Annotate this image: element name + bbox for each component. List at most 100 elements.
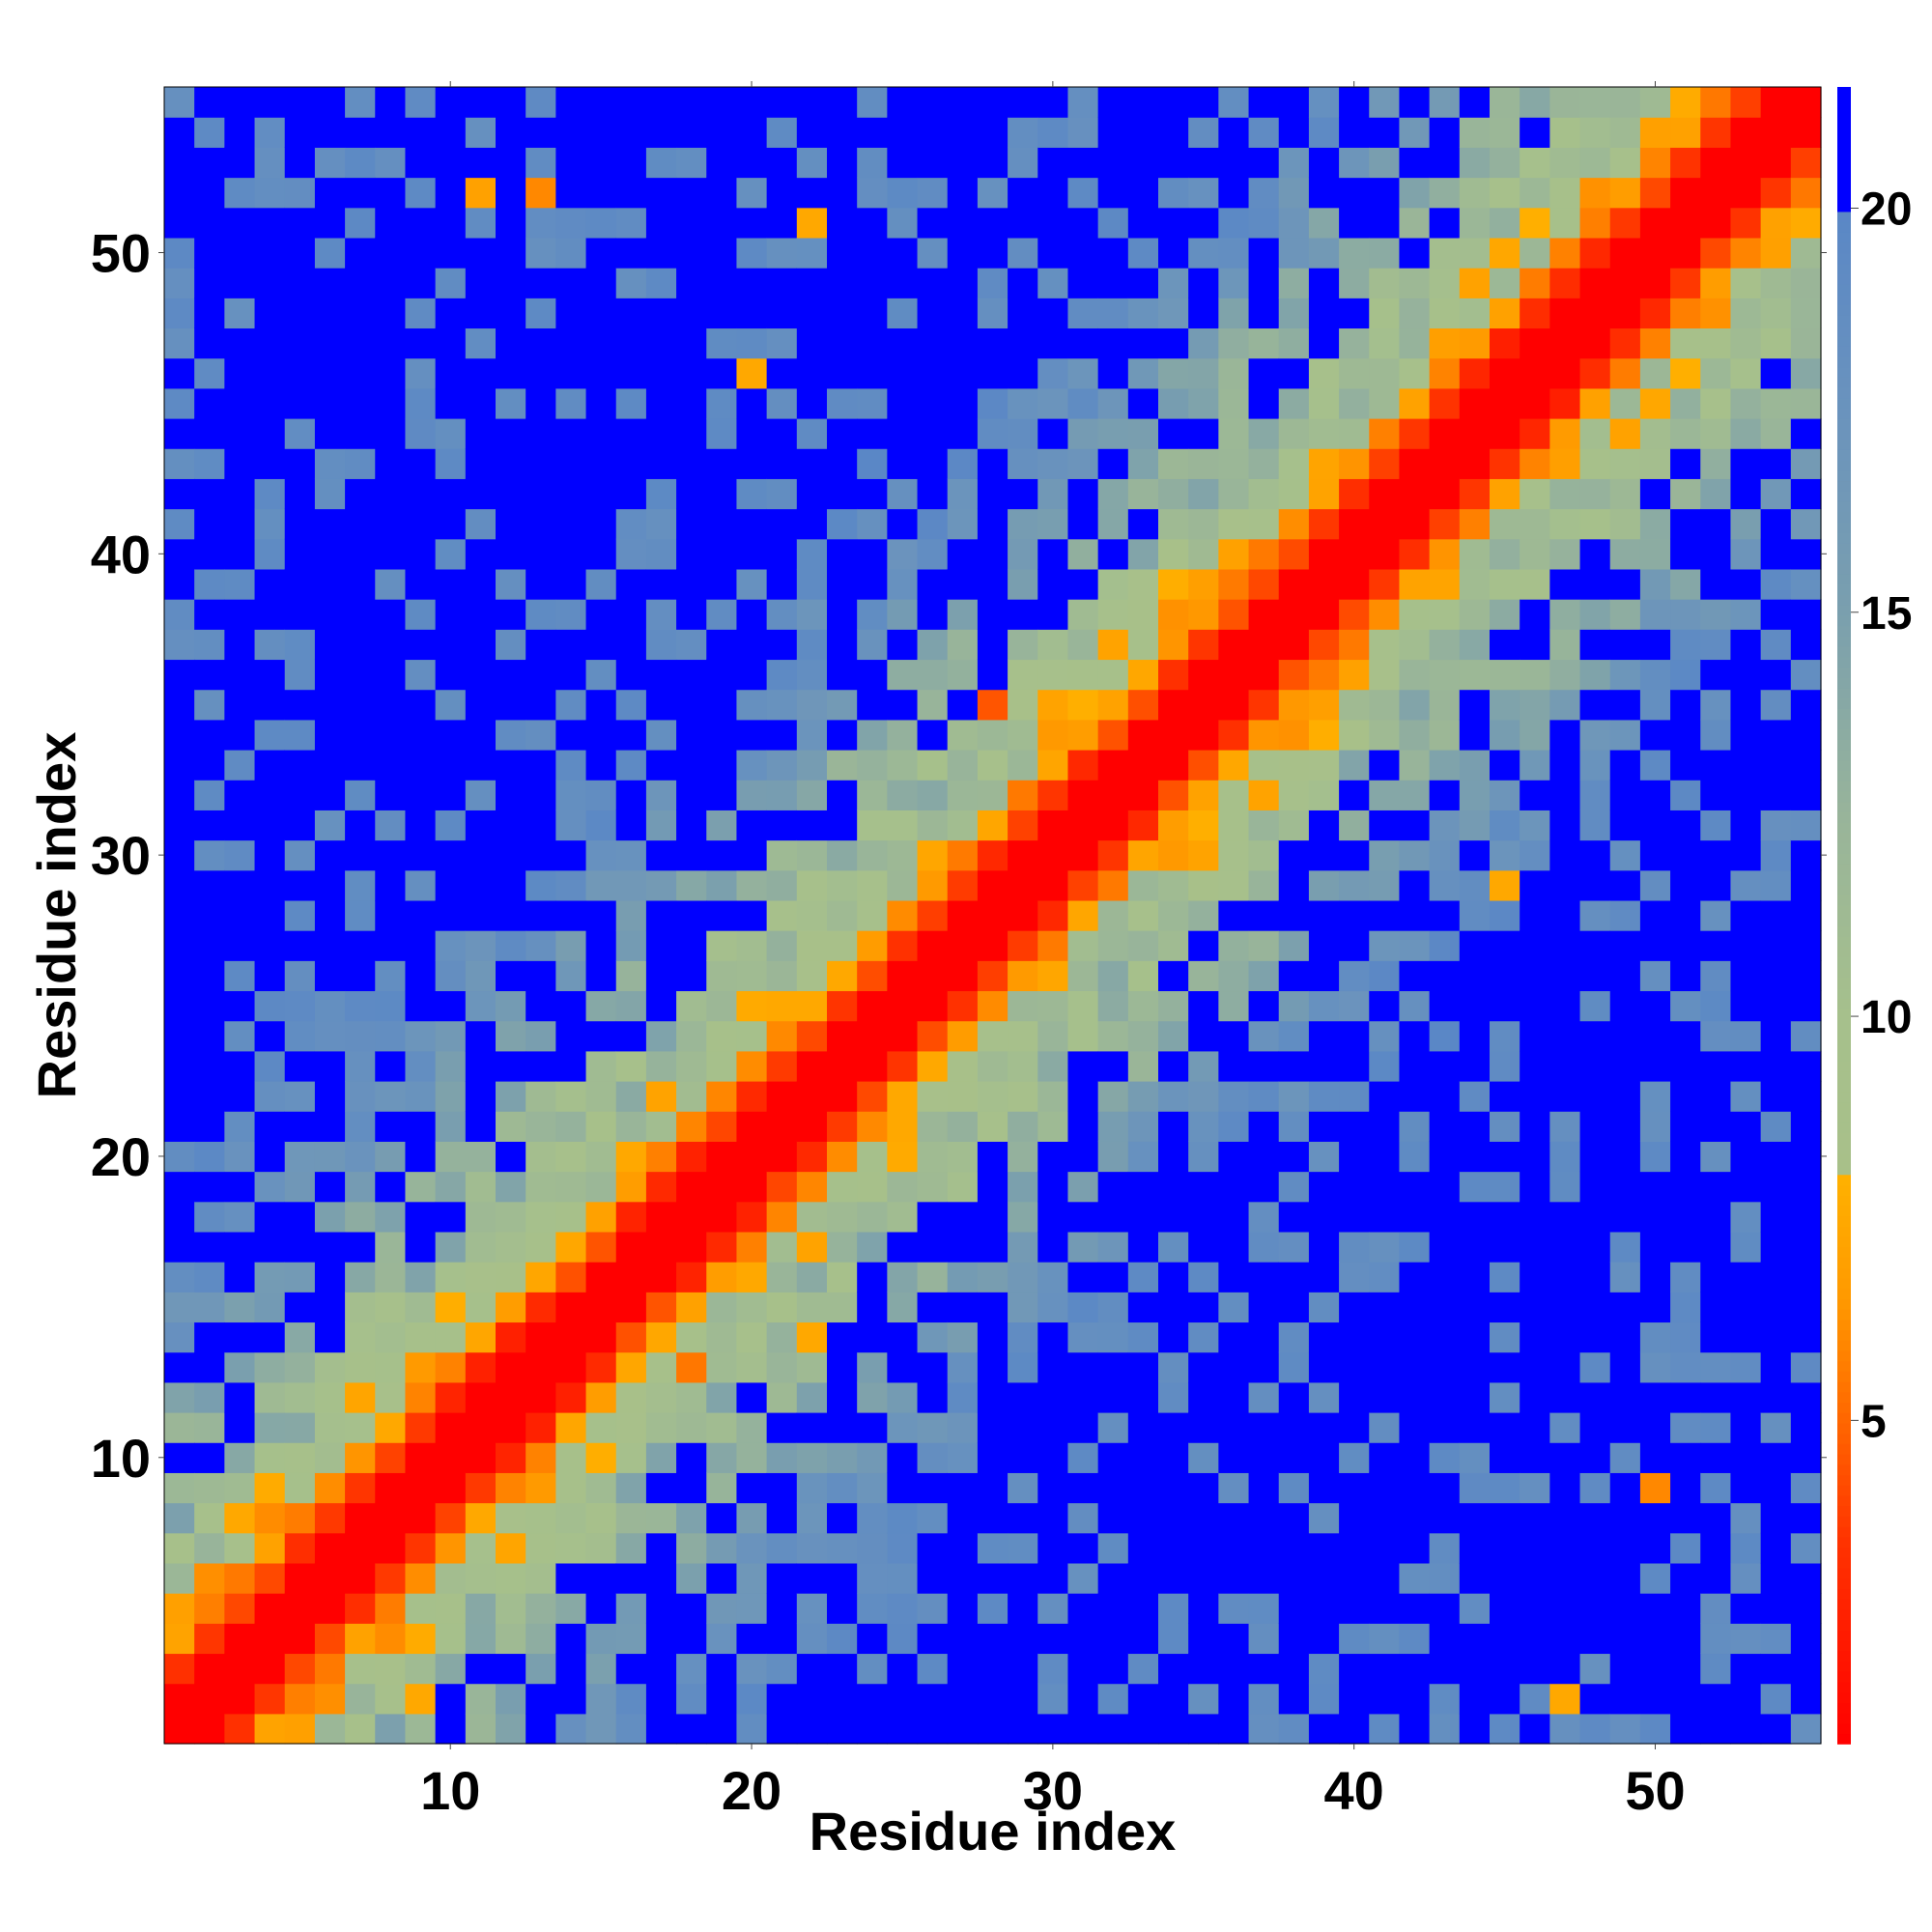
heatmap-cell	[676, 1262, 707, 1293]
heatmap-cell	[796, 327, 828, 359]
heatmap-cell	[194, 418, 225, 449]
heatmap-cell	[917, 839, 949, 871]
heatmap-cell	[496, 1231, 526, 1263]
heatmap-cell	[1158, 1111, 1189, 1142]
heatmap-cell	[526, 327, 556, 359]
heatmap-cell	[254, 1381, 286, 1413]
heatmap-cell	[947, 207, 979, 239]
heatmap-cell	[1670, 87, 1701, 118]
heatmap-cell	[766, 1412, 798, 1443]
heatmap-cell	[1760, 147, 1792, 179]
heatmap-cell	[887, 1171, 919, 1203]
heatmap-cell	[555, 1262, 587, 1293]
heatmap-cell	[1490, 1532, 1520, 1564]
heatmap-cell	[947, 387, 979, 419]
heatmap-cell	[1008, 117, 1038, 148]
heatmap-cell	[1520, 659, 1550, 691]
heatmap-cell	[1459, 1412, 1491, 1443]
heatmap-cell	[766, 1683, 798, 1715]
heatmap-cell	[1097, 1713, 1129, 1745]
heatmap-cell	[1188, 629, 1219, 661]
heatmap-cell	[1429, 207, 1461, 239]
heatmap-cell	[1008, 1593, 1038, 1624]
heatmap-cell	[1760, 327, 1792, 359]
heatmap-cell	[827, 177, 858, 209]
heatmap-cell	[1730, 1321, 1762, 1353]
heatmap-cell	[706, 1081, 738, 1112]
heatmap-cell	[1490, 960, 1520, 992]
heatmap-cell	[375, 839, 407, 871]
heatmap-cell	[1399, 899, 1431, 931]
heatmap-cell	[1278, 899, 1310, 931]
heatmap-cell	[585, 930, 617, 961]
heatmap-cell	[1670, 1081, 1701, 1112]
heatmap-cell	[585, 689, 617, 721]
heatmap-cell	[1158, 599, 1189, 630]
heatmap-cell	[1127, 1653, 1159, 1685]
heatmap-cell	[345, 207, 376, 239]
heatmap-cell	[1188, 1111, 1219, 1142]
heatmap-cell	[1639, 869, 1671, 901]
heatmap-cell	[1278, 1713, 1310, 1745]
heatmap-cell	[1188, 1141, 1219, 1173]
heatmap-cell	[465, 357, 497, 389]
heatmap-cell	[526, 689, 556, 721]
heatmap-cell	[1760, 1713, 1792, 1745]
heatmap-cell	[254, 268, 286, 298]
heatmap-cell	[947, 1231, 979, 1263]
heatmap-cell	[827, 1472, 858, 1504]
heatmap-cell	[1609, 1201, 1641, 1233]
heatmap-cell	[1037, 1623, 1069, 1655]
heatmap-cell	[1369, 1141, 1401, 1173]
heatmap-cell	[1579, 1653, 1611, 1685]
heatmap-cell	[1670, 1412, 1701, 1443]
heatmap-cell	[1097, 1020, 1129, 1052]
colorbar-segment	[1837, 294, 1851, 305]
heatmap-cell	[375, 780, 407, 810]
heatmap-cell	[1549, 659, 1581, 691]
heatmap-cell	[736, 568, 768, 600]
heatmap-cell	[1429, 1713, 1461, 1745]
heatmap-cell	[1549, 1050, 1581, 1082]
heatmap-cell	[1760, 839, 1792, 871]
heatmap-cell	[1097, 719, 1129, 751]
heatmap-cell	[796, 990, 828, 1022]
heatmap-cell	[345, 1171, 376, 1203]
heatmap-cell	[1520, 357, 1550, 389]
colorbar-segment	[1837, 687, 1851, 699]
heatmap-cell	[1067, 1562, 1099, 1594]
heatmap-cell	[887, 930, 919, 961]
heatmap-cell	[1097, 1593, 1129, 1624]
heatmap-cell	[947, 1262, 979, 1293]
heatmap-cell	[706, 629, 738, 661]
heatmap-cell	[585, 1532, 617, 1564]
heatmap-cell	[1067, 629, 1099, 661]
heatmap-cell	[585, 659, 617, 691]
heatmap-cell	[526, 1201, 556, 1233]
heatmap-cell	[917, 810, 949, 841]
heatmap-cell	[585, 117, 617, 148]
heatmap-cell	[526, 87, 556, 118]
heatmap-cell	[736, 87, 768, 118]
heatmap-cell	[435, 599, 467, 630]
heatmap-cell	[1399, 1472, 1431, 1504]
heatmap-cell	[345, 1351, 376, 1383]
heatmap-cell	[827, 1262, 858, 1293]
heatmap-cell	[887, 1593, 919, 1624]
heatmap-cell	[887, 568, 919, 600]
x-axis-ticks: 10 20 30 40 50	[420, 81, 1686, 1821]
heatmap-cell	[1097, 538, 1129, 570]
heatmap-cell	[194, 237, 225, 269]
heatmap-cell	[435, 780, 467, 810]
heatmap-cell	[194, 1442, 225, 1473]
heatmap-cell	[917, 750, 949, 781]
heatmap-cell	[1158, 839, 1189, 871]
heatmap-cell	[1339, 990, 1370, 1022]
heatmap-cell	[314, 1321, 346, 1353]
heatmap-cell	[405, 839, 437, 871]
heatmap-cell	[1579, 1292, 1611, 1323]
heatmap-cell	[1490, 87, 1520, 118]
heatmap-cell	[1218, 298, 1250, 329]
heatmap-cell	[435, 147, 467, 179]
heatmap-cell	[676, 1201, 707, 1233]
